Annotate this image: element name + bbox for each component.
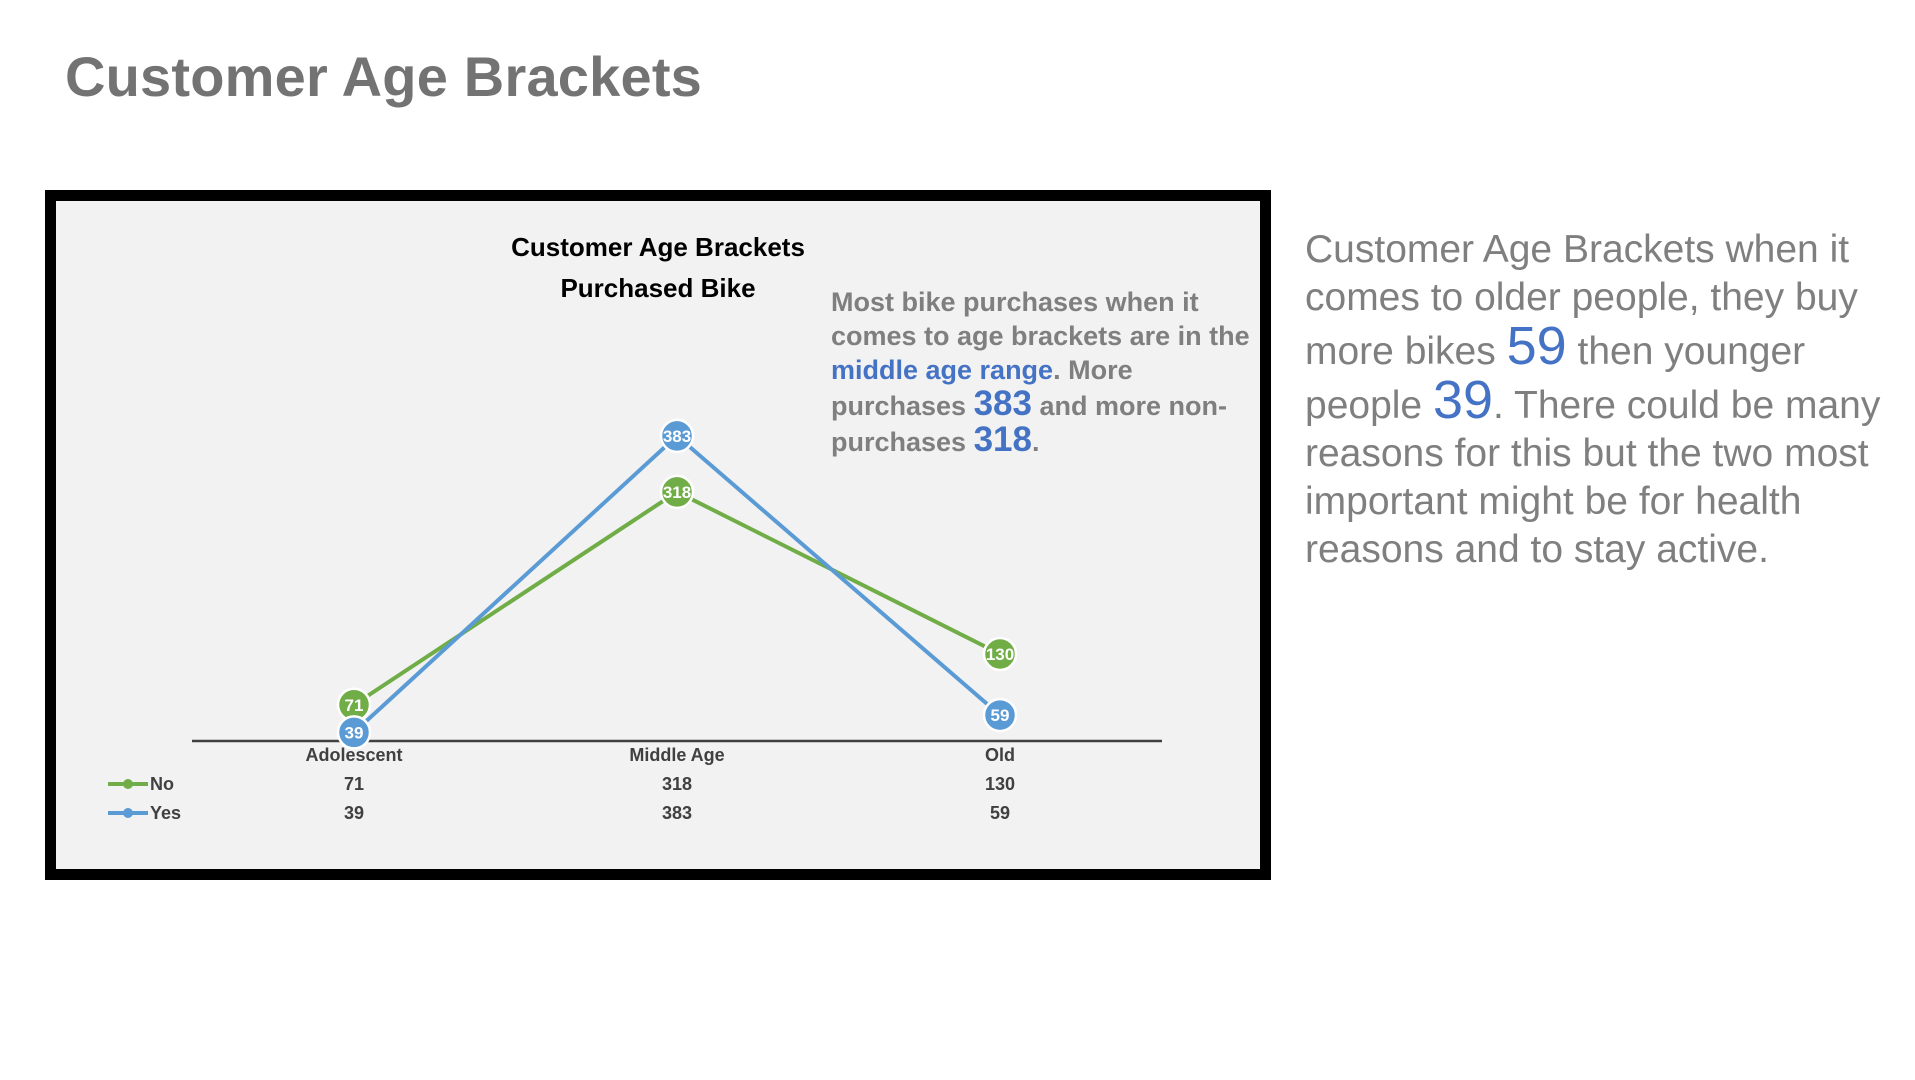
insight-text: Customer Age Brackets when it comes to o… <box>1305 226 1905 574</box>
data-point-yes-old <box>982 697 1018 733</box>
chart-annotation-number-2: 318 <box>973 420 1032 459</box>
data-point-yes-middle-age <box>659 418 695 454</box>
chart-annotation-text-3: and more non-purchases <box>831 391 1227 457</box>
chart-subtitle: Purchased Bike <box>560 273 756 303</box>
chart-annotation-number-1: 383 <box>973 384 1032 423</box>
data-point-no-old <box>982 636 1018 672</box>
data-label-no-middle-age: 318 <box>663 483 691 502</box>
insight-text-1: Customer Age Brackets when it comes to o… <box>1305 228 1858 373</box>
chart-annotation-text-1: Most bike purchases when it comes to age… <box>831 287 1250 351</box>
insight-number-2: 39 <box>1432 370 1494 430</box>
chart-frame: Customer Age Brackets Purchased Bike 71 3… <box>45 190 1271 880</box>
category-label-adolescent: Adolescent <box>305 745 402 765</box>
data-point-yes-adolescent <box>336 715 372 750</box>
chart-annotation-text-4: . <box>1031 427 1040 457</box>
data-label-yes-adolescent: 39 <box>345 723 364 742</box>
table-cell-no-adolescent: 71 <box>344 774 364 794</box>
table-cell-yes-old: 59 <box>990 803 1010 823</box>
chart-annotation: Most bike purchases when it comes to age… <box>831 285 1261 459</box>
chart-title: Customer Age Brackets <box>511 232 805 262</box>
page-title: Customer Age Brackets <box>65 45 703 108</box>
table-cell-yes-middle-age: 383 <box>662 803 692 823</box>
legend-label-yes: Yes <box>150 803 181 823</box>
table-cell-no-old: 130 <box>985 774 1015 794</box>
insight-text-2: then younger people <box>1305 330 1806 427</box>
legend-label-no: No <box>150 774 174 794</box>
table-cell-no-middle-age: 318 <box>662 774 692 794</box>
table-cell-yes-adolescent: 39 <box>344 803 364 823</box>
data-point-no-middle-age <box>659 474 695 510</box>
legend-key-marker-yes <box>123 808 133 818</box>
line-chart: 71 318 130 39 383 59 Adolescent Middle Age Old No… <box>108 418 1162 823</box>
data-label-no-adolescent: 71 <box>345 696 364 715</box>
insight-text-3: . There could be many reasons for this b… <box>1305 384 1881 571</box>
category-label-middle-age: Middle Age <box>629 745 724 765</box>
legend-key-marker-no <box>123 779 133 789</box>
data-label-yes-middle-age: 383 <box>663 427 691 446</box>
data-label-no-old: 130 <box>986 645 1014 664</box>
chart-annotation-highlight: middle age range <box>831 355 1054 385</box>
series-line-no <box>352 489 1001 707</box>
insight-number-1: 59 <box>1506 316 1567 376</box>
chart-annotation-text-2: . More purchases <box>831 355 1133 421</box>
category-label-old: Old <box>985 745 1015 765</box>
data-label-yes-old: 59 <box>991 706 1010 725</box>
